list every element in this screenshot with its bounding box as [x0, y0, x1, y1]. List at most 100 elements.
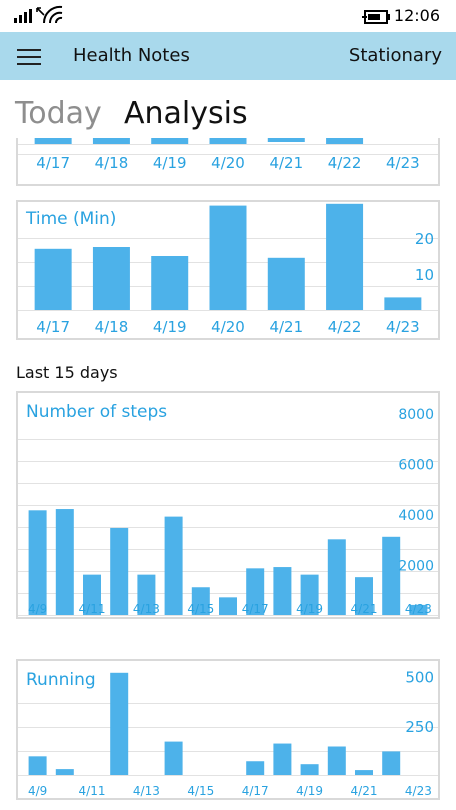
- bar: [219, 597, 237, 615]
- bar: [409, 604, 428, 615]
- bar: [110, 527, 129, 615]
- y-tick-label: 10: [415, 266, 434, 284]
- x-tick-label: 4/17: [36, 318, 70, 336]
- chart-svg: 2000 4000 6000 8000 4/9 4/11 4/13 4/15 4/17 4/19 4…: [18, 402, 438, 616]
- chart-card-time: 10 20 4/17 4/18 4/19 4/20 4/21 4/22 4/23 Time (Mi…: [16, 200, 440, 340]
- y-tick-label: 4000: [398, 508, 434, 524]
- bar: [164, 741, 183, 775]
- wifi-icon: [42, 5, 63, 24]
- x-tick-label: 4/21: [269, 318, 303, 336]
- y-tick-label: 20: [415, 230, 434, 248]
- bar: [151, 138, 189, 144]
- bar: [326, 138, 364, 144]
- x-tick-label: 4/23: [386, 154, 420, 172]
- y-tick-label: 250: [405, 718, 434, 736]
- x-tick-label: 4/21: [351, 784, 378, 798]
- x-tick-label: 4/21: [351, 602, 378, 616]
- x-tick-label: 4/17: [242, 602, 269, 616]
- bar: [382, 536, 401, 615]
- bar: [164, 516, 183, 615]
- status-icons: [14, 5, 63, 24]
- bar: [267, 257, 305, 310]
- bar: [273, 567, 292, 615]
- bar: [209, 138, 247, 144]
- x-tick-label: 4/17: [242, 784, 269, 798]
- app-header: Health Notes Stationary: [0, 32, 456, 80]
- hamburger-menu-button[interactable]: [14, 46, 44, 68]
- x-tick-label: 4/9: [28, 602, 47, 616]
- x-tick-label: 4/19: [296, 784, 323, 798]
- x-tick-label: 4/13: [133, 784, 160, 798]
- chart-title: Time (Min): [25, 209, 116, 229]
- bar: [355, 577, 373, 615]
- tab-analysis[interactable]: Analysis: [124, 96, 248, 131]
- x-tick-label: 4/15: [187, 784, 214, 798]
- bar: [300, 574, 319, 615]
- bar: [151, 256, 189, 310]
- x-tick-label: 4/20: [211, 154, 245, 172]
- y-tick-label: 6000: [398, 458, 434, 474]
- clock: 12:06: [393, 6, 440, 25]
- chart-title: Running: [26, 670, 96, 690]
- x-tick-label: 4/23: [405, 784, 432, 798]
- bar: [273, 743, 292, 775]
- app-title: Health Notes: [73, 45, 190, 66]
- bar: [28, 510, 47, 615]
- section-label-last-15-days: Last 15 days: [16, 363, 118, 382]
- y-tick-label: 8000: [398, 407, 434, 423]
- bar: [384, 297, 422, 310]
- y-tick-label: 500: [405, 669, 434, 687]
- bar: [246, 761, 265, 775]
- chart-svg: 10 20 4/17 4/18 4/19 4/20 4/21 4/22 4/23 Time (Mi…: [18, 203, 438, 336]
- x-tick-label: 4/19: [296, 602, 323, 616]
- tab-today[interactable]: Today: [15, 96, 102, 131]
- bar: [110, 672, 129, 775]
- battery-charging-icon: [362, 10, 390, 24]
- x-tick-label: 4/22: [328, 318, 362, 336]
- bar: [327, 746, 346, 775]
- bar: [209, 205, 247, 310]
- chart-card-running: 250 500 4/9 4/11 4/13 4/15 4/17 4/19 4/21 4/23 Run…: [16, 659, 440, 800]
- chart-card-partial: 4/17 4/18 4/19 4/20 4/21 4/22 4/23: [16, 138, 440, 186]
- x-tick-label: 4/23: [405, 602, 432, 616]
- x-tick-label: 4/19: [153, 318, 187, 336]
- x-tick-label: 4/21: [269, 154, 303, 172]
- x-tick-label: 4/19: [153, 154, 187, 172]
- bar: [34, 248, 72, 310]
- y-tick-label: 2000: [398, 559, 434, 575]
- bar: [137, 574, 156, 615]
- chart-svg: 4/17 4/18 4/19 4/20 4/21 4/22 4/23: [18, 138, 438, 172]
- bar: [83, 574, 101, 615]
- bar: [267, 138, 305, 142]
- bar: [28, 756, 47, 775]
- x-tick-label: 4/20: [211, 318, 245, 336]
- bar: [92, 138, 130, 144]
- bar: [382, 751, 401, 775]
- menu-line: [17, 63, 41, 65]
- bar: [55, 509, 74, 615]
- x-tick-label: 4/13: [133, 602, 160, 616]
- menu-line: [17, 56, 41, 58]
- x-tick-label: 4/23: [386, 318, 420, 336]
- bar: [246, 568, 265, 615]
- pivot-tabs: Today Analysis: [0, 82, 456, 138]
- bar: [326, 203, 364, 310]
- x-tick-label: 4/9: [28, 784, 47, 798]
- analysis-scroll-area[interactable]: 4/17 4/18 4/19 4/20 4/21 4/22 4/23 10 20 4/17 4/1…: [0, 138, 456, 810]
- bar: [300, 764, 319, 775]
- chart-title: Number of steps: [26, 402, 167, 422]
- bar: [55, 769, 74, 775]
- signal-icon: [14, 9, 32, 23]
- activity-status[interactable]: Stationary: [348, 45, 442, 66]
- x-tick-label: 4/15: [187, 602, 214, 616]
- network-switch-icon: [36, 7, 45, 16]
- status-bar: 12:06: [0, 0, 456, 32]
- chart-svg: 250 500 4/9 4/11 4/13 4/15 4/17 4/19 4/21 4/23 Run…: [18, 669, 438, 798]
- bar: [92, 247, 130, 310]
- bar: [34, 138, 72, 144]
- x-tick-label: 4/11: [79, 784, 106, 798]
- chart-card-steps: 2000 4000 6000 8000 4/9 4/11 4/13 4/15 4/17 4/19 4…: [16, 391, 440, 619]
- x-tick-label: 4/17: [36, 154, 70, 172]
- x-tick-label: 4/11: [79, 602, 106, 616]
- bar: [355, 770, 373, 775]
